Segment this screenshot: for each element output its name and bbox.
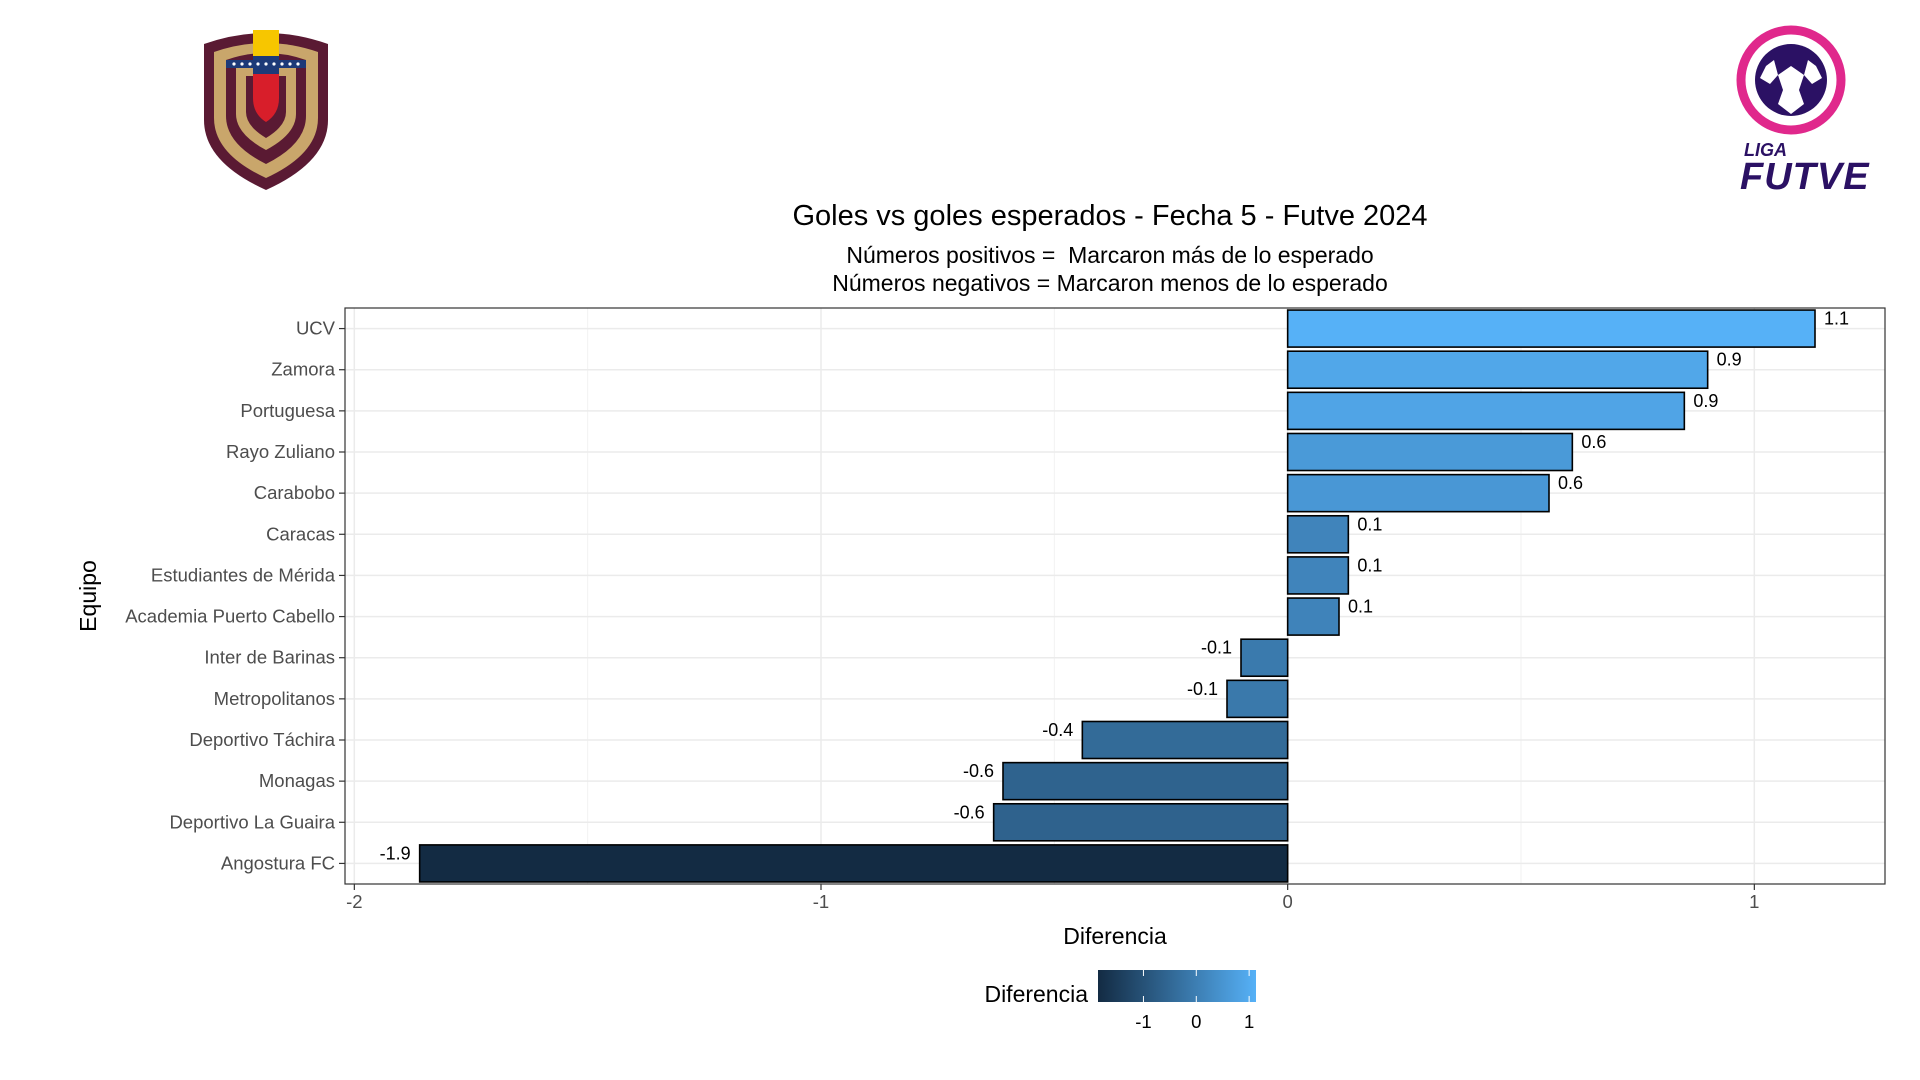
y-tick-label: Portuguesa [240,400,335,421]
bar-value-label: 0.9 [1717,350,1742,370]
bar-monagas [1002,761,1289,801]
x-tick-label: -2 [346,891,362,912]
legend-colorbar [1098,970,1256,1002]
bar-value-label: -0.1 [1201,638,1232,658]
futve-label: FUTVE [1740,156,1870,198]
y-tick-label: Caracas [266,523,335,544]
chart-subtitle-line2: Números negativos = Marcaron menos de lo… [832,270,1388,296]
y-tick-label: Monagas [259,770,335,791]
y-tick-label: Estudiantes de Mérida [151,564,336,585]
y-axis-title: Equipo [75,560,101,632]
bar-value-label: -0.6 [954,802,985,822]
x-axis-title: Diferencia [1063,923,1167,949]
y-tick-label: Carabobo [254,482,335,503]
chart-title: Goles vs goles esperados - Fecha 5 - Fut… [792,200,1428,232]
bar-deportivo-táchira [1081,720,1289,760]
legend-tick-label: 1 [1244,1011,1254,1032]
bar-caracas [1286,514,1350,554]
bar-estudiantes-de-mérida [1286,556,1350,595]
y-tick-label: Rayo Zuliano [226,441,335,462]
bar-value-label: 0.1 [1348,597,1373,617]
liga-futve-logo: LIGA FUTVE [1726,22,1869,202]
y-tick-label: Inter de Barinas [204,647,335,668]
legend-tick-label: -1 [1135,1011,1151,1032]
liga-label: LIGA [1744,140,1787,160]
chart-subtitle-line1: Números positivos = Marcaron más de lo e… [846,242,1374,268]
bar-value-label: -0.1 [1187,679,1218,699]
y-tick-label: Zamora [271,359,335,380]
bar-zamora [1286,350,1709,390]
y-tick-label: Academia Puerto Cabello [125,606,335,627]
federation-crest-logo [196,28,336,192]
x-tick-label: 0 [1283,891,1293,912]
bar-academia-puerto-cabello [1286,597,1340,636]
bar-value-label: -0.4 [1042,720,1073,740]
bar-deportivo-la-guaira [992,802,1289,842]
bar-angostura-fc [418,844,1289,883]
venezuela-federation-crest-icon [204,30,328,190]
y-tick-label: Deportivo Táchira [189,729,335,750]
y-tick-label: Angostura FC [221,852,335,873]
y-tick-label: Metropolitanos [214,688,335,709]
bar-value-label: 0.6 [1581,432,1606,452]
bar-value-label: 0.9 [1693,391,1718,411]
y-tick-label: UCV [296,318,336,339]
y-tick-label: Deportivo La Guaira [169,811,335,832]
bar-value-label: 0.1 [1357,555,1382,575]
legend-tick-label: 0 [1191,1011,1201,1032]
bar-ucv [1286,309,1816,348]
bar-value-label: -0.6 [963,761,994,781]
panel-border [344,307,1886,885]
bar-value-label: 0.1 [1357,514,1382,534]
x-tick-label: -1 [813,891,829,912]
bar-value-label: 1.1 [1824,309,1849,329]
bar-value-label: 0.6 [1558,473,1583,493]
legend-title: Diferencia [984,981,1088,1007]
bar-carabobo [1286,473,1550,513]
bar-metropolitanos [1226,679,1289,719]
bar-inter-de-barinas [1240,638,1289,678]
x-tick-label: 1 [1749,891,1759,912]
bar-value-label: -1.9 [380,843,411,863]
liga-futve-logo-icon [1736,25,1846,135]
bar-rayo-zuliano [1286,432,1574,472]
bar-portuguesa [1286,391,1686,431]
